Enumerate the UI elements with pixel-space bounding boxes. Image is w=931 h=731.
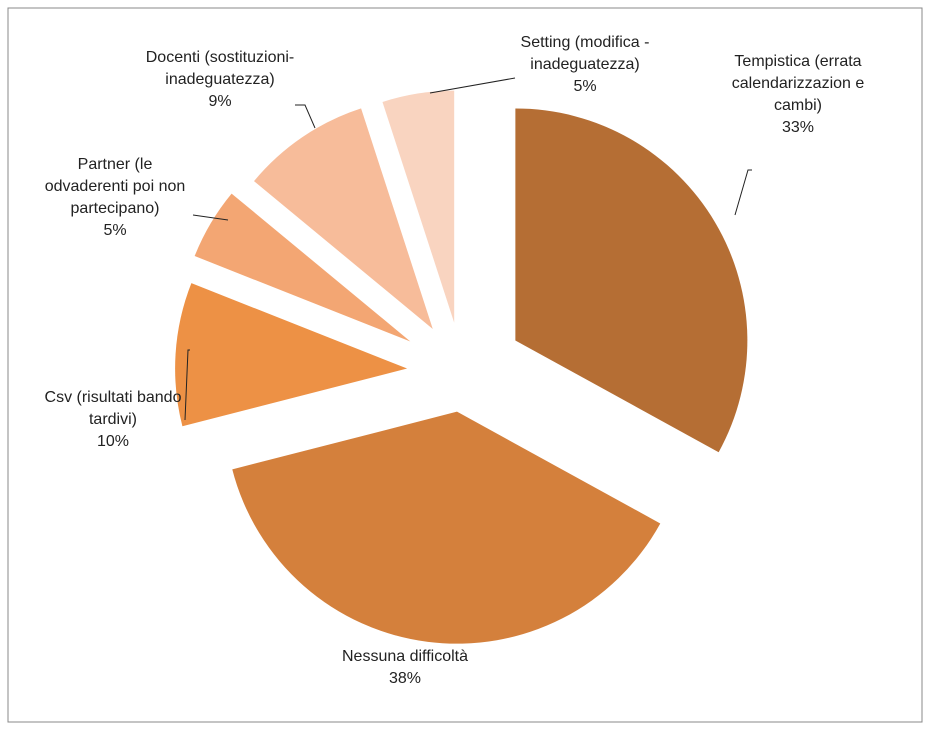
value-label: 33% — [781, 119, 815, 136]
category-label: Tempistica (errata calendarizzazion e ca… — [731, 53, 865, 114]
pie-slice — [254, 108, 433, 329]
pie-slice — [515, 108, 748, 453]
frame — [7, 7, 923, 723]
slice-label: Partner (le odvaderenti poi non partecip… — [35, 154, 195, 242]
leader-line — [192, 214, 229, 221]
category-label: Partner (le odvaderenti poi non partecip… — [44, 156, 186, 217]
leader-line — [429, 77, 516, 94]
slice-label: Setting (modifica - inadeguatezza) 5% — [505, 32, 665, 98]
pie-slice — [194, 193, 411, 342]
pie-slice — [382, 90, 455, 323]
category-label: Docenti (sostituzioni- inadeguatezza) — [145, 49, 295, 88]
value-label: 10% — [96, 433, 130, 450]
pie-slice — [175, 283, 408, 427]
leader-line — [734, 169, 752, 216]
slice-label: Tempistica (errata calendarizzazion e ca… — [718, 51, 878, 139]
category-label: Csv (risultati bando tardivi) — [44, 389, 182, 428]
slice-label: Nessuna difficoltà 38% — [325, 646, 485, 690]
value-label: 38% — [388, 670, 422, 687]
value-label: 9% — [208, 93, 232, 110]
slice-label: Docenti (sostituzioni- inadeguatezza) 9% — [140, 47, 300, 113]
pie-slice — [232, 411, 661, 644]
leader-line — [184, 349, 190, 421]
leader-line — [295, 104, 316, 129]
slice-label: Csv (risultati bando tardivi) 10% — [33, 387, 193, 453]
value-label: 5% — [103, 222, 127, 239]
value-label: 5% — [573, 78, 597, 95]
category-label: Nessuna difficoltà — [342, 648, 468, 665]
category-label: Setting (modifica - inadeguatezza) — [520, 34, 650, 73]
